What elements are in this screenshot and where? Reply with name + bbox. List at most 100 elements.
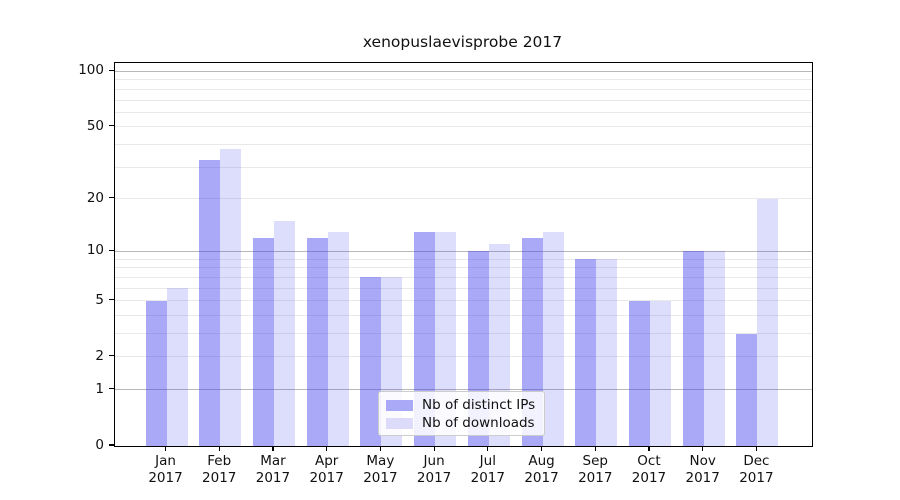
y-tick-mark: [109, 444, 114, 446]
x-tick-mark: [487, 446, 489, 451]
x-tick-label: Dec 2017: [724, 453, 788, 486]
x-tick-mark: [755, 446, 757, 451]
y-tick-label: 20: [86, 189, 104, 206]
minor-gridline: [115, 79, 812, 81]
bar-distinct-ips: [682, 251, 704, 446]
x-tick-month: May: [366, 453, 395, 469]
x-tick-year: 2017: [255, 469, 291, 486]
x-tick-label: Apr 2017: [295, 453, 359, 486]
y-tick-mark: [109, 197, 114, 199]
x-tick-year: 2017: [470, 469, 505, 486]
x-tick-label: Aug 2017: [510, 453, 574, 486]
y-tick-label: 1: [95, 380, 104, 397]
legend: Nb of distinct IPs Nb of downloads: [378, 391, 545, 436]
x-tick-month: Apr: [314, 453, 339, 469]
minor-gridline: [115, 287, 812, 289]
y-tick-mark: [109, 125, 114, 127]
bar-distinct-ips: [736, 333, 758, 446]
x-tick-year: 2017: [363, 469, 398, 486]
y-tick-mark: [109, 388, 114, 390]
bar-downloads: [596, 259, 618, 446]
bar-distinct-ips: [145, 300, 167, 446]
x-tick-label: Nov 2017: [671, 453, 735, 486]
minor-gridline: [115, 332, 812, 334]
bar-distinct-ips: [252, 237, 274, 446]
bar-distinct-ips: [360, 277, 382, 446]
bar-distinct-ips: [306, 237, 328, 446]
minor-gridline: [115, 126, 812, 128]
x-tick-mark: [379, 446, 381, 451]
bar-distinct-ips: [575, 259, 597, 446]
x-tick-mark: [272, 446, 274, 451]
bar-downloads: [542, 231, 564, 446]
x-tick-month: Dec: [743, 453, 770, 469]
plot-area: [114, 62, 813, 447]
x-tick-label: Jun 2017: [402, 453, 466, 486]
x-tick-year: 2017: [685, 469, 720, 486]
x-tick-mark: [164, 446, 167, 451]
x-tick-month: Jun: [423, 453, 445, 469]
major-gridline: [115, 70, 812, 72]
x-tick-label: Mar 2017: [241, 453, 305, 486]
x-tick-month: Feb: [207, 453, 232, 469]
minor-gridline: [115, 300, 812, 302]
minor-gridline: [115, 258, 812, 260]
minor-gridline: [115, 111, 812, 113]
x-tick-month: Jul: [479, 453, 496, 469]
chart-title: xenopuslaevisprobe 2017: [362, 33, 563, 51]
y-tick-label: 100: [78, 62, 104, 79]
x-tick-label: Jul 2017: [456, 453, 520, 486]
y-tick-label: 5: [95, 291, 104, 308]
minor-gridline: [115, 144, 812, 146]
bar-downloads: [220, 148, 242, 446]
x-tick-mark: [648, 446, 650, 451]
minor-gridline: [115, 88, 812, 90]
bar-downloads: [273, 220, 295, 446]
minor-gridline: [115, 166, 812, 168]
bar-distinct-ips: [628, 300, 650, 446]
y-tick-mark: [109, 69, 114, 71]
y-tick-label: 50: [86, 117, 104, 134]
legend-entry: Nb of distinct IPs: [386, 397, 536, 413]
x-tick-label: May 2017: [348, 453, 412, 486]
y-tick-mark: [109, 355, 114, 357]
x-tick-month: Oct: [637, 453, 661, 469]
x-tick-year: 2017: [578, 469, 613, 486]
major-gridline: [115, 389, 812, 391]
x-tick-label: Sep 2017: [563, 453, 627, 486]
x-tick-mark: [218, 446, 220, 451]
x-tick-mark: [326, 446, 328, 451]
legend-label: Nb of downloads: [422, 415, 535, 431]
bar-downloads: [166, 288, 188, 446]
y-tick-label: 10: [86, 242, 104, 259]
y-tick-mark: [109, 298, 114, 301]
x-tick-month: Mar: [260, 453, 286, 469]
x-tick-mark: [433, 446, 435, 451]
bar-downloads: [649, 300, 671, 446]
x-tick-year: 2017: [416, 469, 452, 486]
legend-swatch: [386, 399, 413, 411]
x-tick-year: 2017: [309, 469, 344, 486]
major-gridline: [115, 250, 812, 252]
minor-gridline: [115, 198, 812, 200]
y-tick-label: 0: [95, 437, 104, 453]
x-tick-year: 2017: [739, 469, 774, 486]
x-tick-month: Nov: [689, 453, 716, 469]
bar-downloads: [703, 251, 725, 446]
x-tick-year: 2017: [631, 469, 667, 486]
legend-entry: Nb of downloads: [386, 415, 536, 431]
legend-swatch: [386, 417, 413, 429]
x-tick-month: Aug: [528, 453, 555, 469]
x-tick-month: Jan: [155, 453, 176, 469]
x-tick-mark: [702, 446, 704, 451]
bar-downloads: [327, 231, 349, 446]
x-tick-year: 2017: [524, 469, 559, 486]
x-tick-year: 2017: [148, 469, 183, 486]
x-tick-label: Jan 2017: [134, 453, 198, 486]
minor-gridline: [115, 276, 812, 278]
bar-downloads: [757, 198, 779, 446]
minor-gridline: [115, 314, 812, 316]
x-tick-mark: [594, 446, 596, 451]
x-tick-label: Oct 2017: [617, 453, 681, 486]
